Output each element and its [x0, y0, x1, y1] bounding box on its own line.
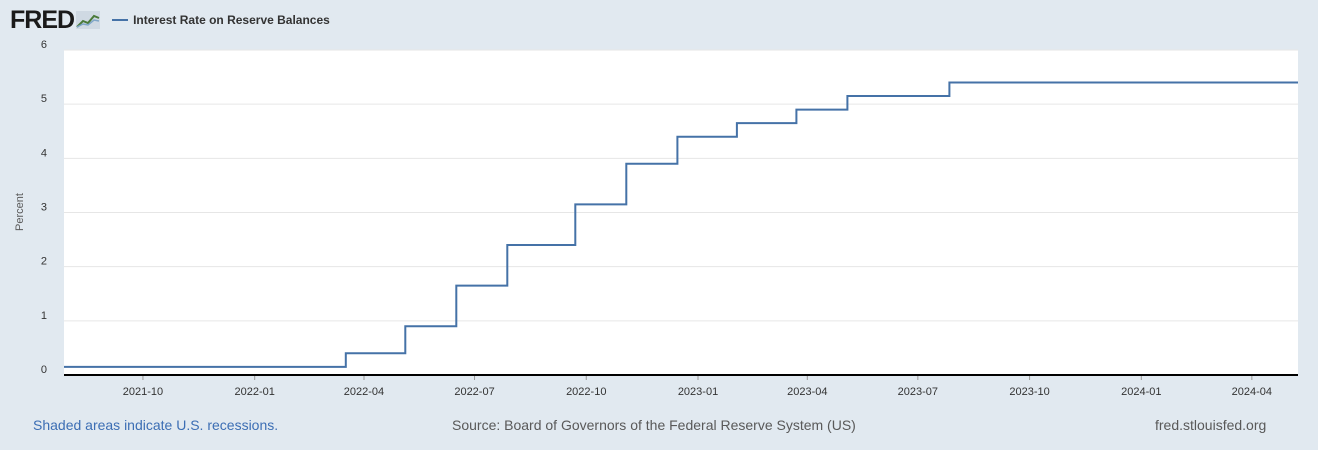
x-tick-label: 2023-01 [678, 386, 718, 398]
line-chart: 0 1 2 3 4 5 6 2021-10 2022-01 2022-04 2022-07 2022… [14, 39, 1298, 398]
x-tick-label: 2023-10 [1009, 386, 1049, 398]
y-tick-label: 2 [41, 256, 47, 268]
x-tick-label: 2024-01 [1121, 386, 1161, 398]
legend-swatch [112, 19, 129, 21]
x-tick-label: 2022-07 [454, 386, 494, 398]
source-note: Source: Board of Governors of the Federa… [452, 417, 856, 433]
y-axis-ticks: 0 1 2 3 4 5 6 [41, 39, 47, 376]
x-tick-label: 2021-10 [123, 386, 163, 398]
logo-graph-icon [76, 11, 101, 29]
y-tick-label: 6 [41, 39, 47, 51]
recession-note[interactable]: Shaded areas indicate U.S. recessions. [33, 417, 279, 433]
chart-legend: Interest Rate on Reserve Balances [112, 13, 330, 27]
y-tick-label: 1 [41, 310, 47, 322]
series-line[interactable] [64, 81, 1298, 368]
chart-header: FRED Interest Rate on Reserve Balances [10, 6, 330, 34]
x-tick-label: 2023-04 [787, 386, 827, 398]
logo-text: FRED [10, 6, 75, 34]
x-tick-label: 2022-01 [234, 386, 274, 398]
grid-lines [64, 49, 1298, 322]
x-tick-label: 2022-04 [344, 386, 384, 398]
site-link[interactable]: fred.stlouisfed.org [1155, 417, 1267, 433]
x-axis-ticks: 2021-10 2022-01 2022-04 2022-07 2022-10 2023-… [123, 375, 1272, 398]
x-tick-label: 2022-10 [566, 386, 606, 398]
fred-logo[interactable]: FRED [10, 6, 101, 34]
y-tick-label: 3 [41, 202, 47, 214]
x-tick-label: 2023-07 [898, 386, 938, 398]
y-tick-label: 5 [41, 93, 47, 105]
y-tick-label: 0 [41, 364, 47, 376]
y-axis-title: Percent [14, 193, 26, 231]
y-tick-label: 4 [41, 147, 47, 159]
x-tick-label: 2024-04 [1232, 386, 1272, 398]
legend-label: Interest Rate on Reserve Balances [133, 13, 330, 27]
